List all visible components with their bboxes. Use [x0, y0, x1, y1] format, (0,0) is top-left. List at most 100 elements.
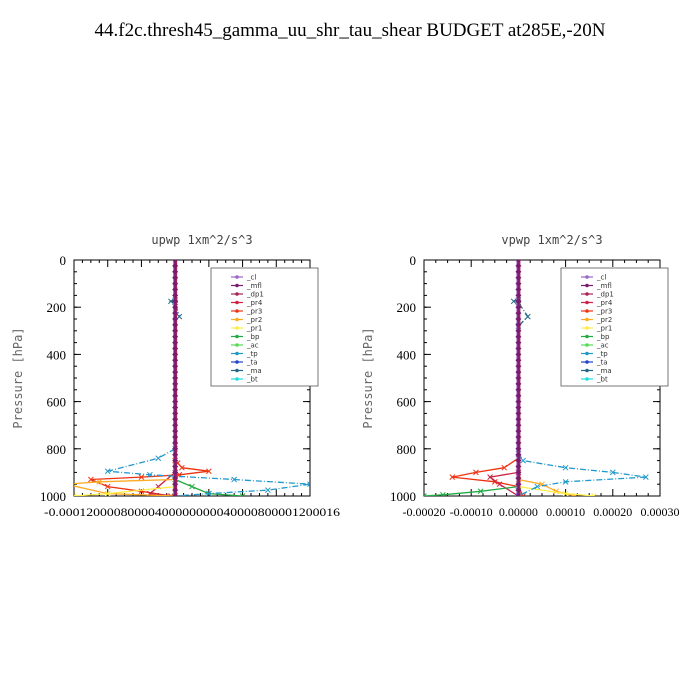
legend-label: _tp [246, 350, 258, 358]
zero-profile-marker [515, 469, 522, 476]
y-axis-label: Pressure [hPa] [11, 327, 25, 428]
zero-profile-marker [515, 428, 522, 435]
data-point [138, 474, 145, 480]
legend-label: _cl [246, 274, 256, 282]
data-point [239, 493, 246, 496]
data-point [496, 481, 503, 488]
series-line-pr3 [90, 460, 209, 496]
data-point [562, 478, 569, 485]
zero-profile-marker [172, 280, 179, 287]
zero-profile-marker [515, 410, 522, 417]
zero-profile-marker [515, 422, 522, 429]
zero-profile-marker [515, 286, 522, 293]
legend-marker [235, 326, 239, 330]
series-line-bp [174, 478, 243, 496]
data-point [176, 313, 183, 320]
data-point [168, 298, 174, 305]
zero-profile-marker [172, 404, 179, 411]
data-point [449, 474, 456, 480]
legend-marker [585, 283, 589, 288]
series-line-ma [513, 299, 529, 327]
legend-label: _ta [246, 359, 258, 367]
data-point [265, 487, 271, 493]
panel-title: upwp 1xm^2/s^3 [151, 233, 252, 247]
legend-marker [235, 368, 239, 373]
legend-marker [585, 326, 589, 330]
legend-marker [585, 317, 589, 322]
zero-profile-marker [172, 274, 179, 281]
legend-label: _bp [246, 333, 260, 341]
data-point [74, 493, 77, 496]
legend-marker [235, 334, 239, 339]
zero-profile-marker [172, 260, 179, 263]
zero-profile-marker [515, 487, 522, 494]
legend-marker [235, 283, 239, 288]
y-tick-label: 200 [47, 300, 67, 315]
x-tick-label: -0.00010 [450, 505, 493, 519]
legend-marker [585, 351, 589, 356]
series-line-pr2 [74, 478, 176, 496]
series-group [424, 260, 649, 496]
legend-marker [585, 275, 589, 279]
legend-label: _ma [246, 367, 262, 375]
zero-profile-marker [515, 357, 522, 364]
zero-profile-marker [172, 304, 179, 311]
data-point [473, 469, 479, 476]
series-line-tp [517, 453, 646, 496]
zero-profile-marker [172, 392, 179, 399]
legend-label: _pr4 [596, 299, 613, 307]
zero-profile-marker [172, 422, 179, 429]
zero-profile-marker [515, 463, 522, 470]
zero-profile-marker [515, 369, 522, 376]
zero-profile-marker [172, 268, 179, 275]
legend-marker [585, 377, 589, 381]
zero-profile-marker [172, 363, 179, 370]
chart-panel-1: upwp 1xm^2/s^3 Pressure [hPa] 0 200 400 600 80… [11, 233, 340, 519]
data-point [88, 476, 94, 483]
data-point [591, 493, 597, 496]
zero-profile-marker [515, 280, 522, 287]
data-point [206, 490, 212, 496]
zero-profile-marker [172, 380, 179, 387]
zero-profile-marker [172, 310, 179, 317]
legend-label: _pr2 [596, 316, 612, 324]
legend-label: _mfl [246, 282, 262, 290]
zero-profile-marker [172, 410, 179, 417]
data-point [487, 474, 493, 480]
zero-profile-marker [172, 262, 179, 269]
y-tick-label: 200 [397, 300, 417, 315]
zero-profile-marker [172, 292, 179, 299]
y-tick-label: 1000 [390, 489, 416, 504]
legend-label: _dp1 [596, 291, 614, 299]
data-point [424, 493, 427, 496]
zero-profile-marker [172, 298, 179, 305]
zero-profile-marker [515, 475, 522, 482]
x-tick-label: 0.00030 [641, 505, 680, 519]
zero-profile-marker [172, 445, 179, 452]
legend-marker [585, 368, 589, 373]
legend-marker [235, 343, 239, 347]
data-point [206, 468, 212, 475]
zero-profile-marker [172, 333, 179, 340]
data-point [534, 483, 541, 490]
zero-profile-marker [172, 487, 179, 494]
zero-profile-marker [515, 345, 522, 352]
zero-profile-marker [515, 386, 522, 393]
data-point [307, 481, 310, 488]
legend-label: _ac [596, 342, 609, 350]
legend-marker [235, 317, 239, 322]
zero-profile-marker [515, 398, 522, 405]
series-line-pr4 [488, 471, 519, 496]
legend-label: _pr3 [596, 308, 612, 316]
legend: _cl_mfl_dp1_pr4_pr3_pr2_pr1_bp_ac_tp_ta_… [210, 267, 319, 387]
data-point [562, 464, 569, 471]
zero-profile-marker [515, 321, 522, 328]
zero-profile-marker [515, 493, 522, 496]
legend-label: _pr2 [246, 316, 262, 324]
x-tick-label: 0.00000 [499, 505, 538, 519]
data-point [477, 488, 484, 495]
zero-profile-marker [515, 392, 522, 399]
zero-profile-marker [172, 286, 179, 293]
y-tick-label: 600 [47, 395, 67, 410]
